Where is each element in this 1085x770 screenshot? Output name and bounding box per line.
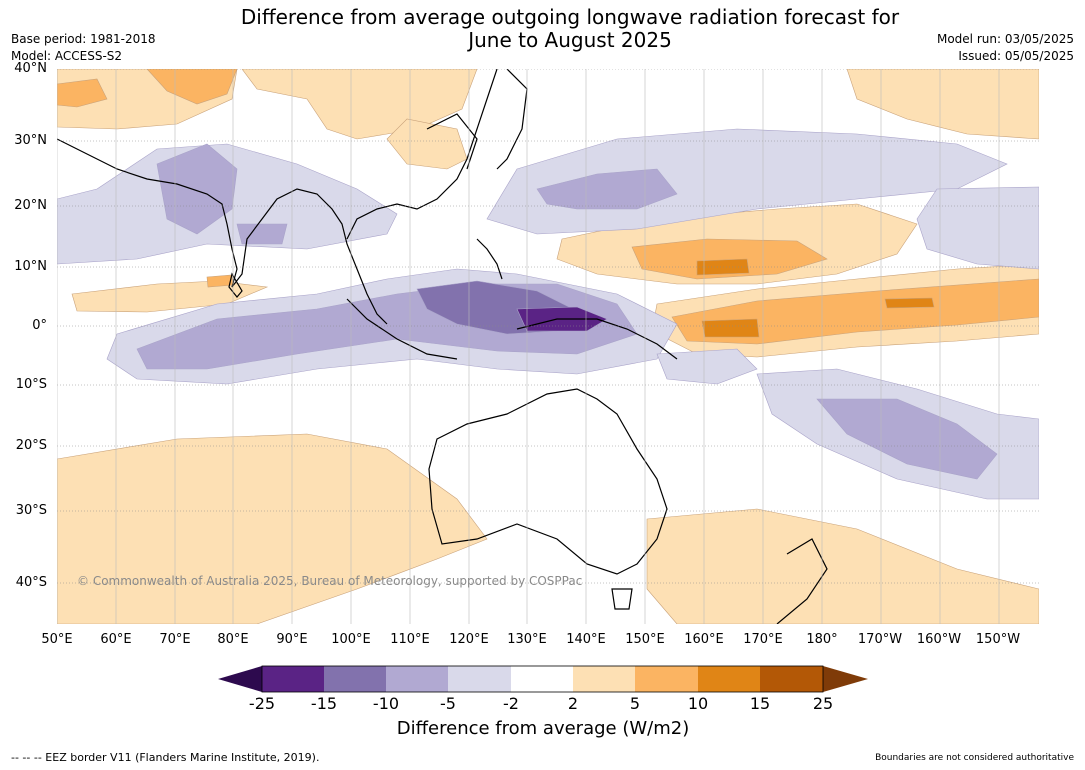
negative-anomaly-fields bbox=[57, 128, 1039, 500]
meta-left: Base period: 1981-2018 Model: ACCESS-S2 bbox=[11, 31, 156, 65]
lat-label-40n: 40°N bbox=[14, 61, 47, 76]
colorbar-segment bbox=[511, 666, 573, 692]
coastlines bbox=[57, 69, 828, 624]
lat-label-0: 0° bbox=[32, 318, 47, 333]
colorbar-tick-label: 15 bbox=[749, 694, 771, 713]
colorbar-extend-low bbox=[218, 666, 262, 692]
lon-label-50e: 50°E bbox=[41, 632, 73, 647]
colorbar-tick-label: -15 bbox=[310, 694, 338, 713]
colorbar bbox=[218, 665, 868, 693]
coastline-south-asia bbox=[57, 138, 388, 325]
colorbar-tick-label: 5 bbox=[629, 694, 641, 713]
lat-label-20n: 20°N bbox=[14, 198, 47, 213]
colorbar-segment bbox=[698, 666, 760, 692]
colorbar-title: Difference from average (W/m2) bbox=[396, 718, 690, 739]
coastline-sumatra-java bbox=[346, 298, 458, 360]
lon-label-100e: 100°E bbox=[331, 632, 371, 647]
lat-label-30n: 30°N bbox=[14, 133, 47, 148]
colorbar-segment bbox=[760, 666, 823, 692]
lat-label-40s: 40°S bbox=[15, 575, 47, 590]
copyright-notice: © Commonwealth of Australia 2025, Bureau… bbox=[77, 574, 583, 588]
model-name: Model: ACCESS-S2 bbox=[11, 49, 123, 63]
lat-label-10n: 10°N bbox=[14, 259, 47, 274]
coastline-new-guinea bbox=[516, 318, 678, 360]
coastline-philippines bbox=[476, 238, 503, 280]
coastline-australia bbox=[428, 388, 668, 575]
lon-label-160w: 160°W bbox=[916, 632, 962, 647]
colorbar-segment bbox=[635, 666, 698, 692]
lon-label-90e: 90°E bbox=[276, 632, 308, 647]
colorbar-tick-label: 10 bbox=[687, 694, 709, 713]
eez-border-note: -- -- -- EEZ border V11 (Flanders Marine… bbox=[11, 751, 320, 764]
map-title-line2: June to August 2025 bbox=[468, 28, 672, 52]
colorbar-tick-label: -5 bbox=[440, 694, 456, 713]
colorbar-segment bbox=[386, 666, 448, 692]
map-graphic bbox=[57, 69, 1039, 624]
coastline-east-asia bbox=[346, 69, 498, 240]
lon-label-150w: 150°W bbox=[975, 632, 1021, 647]
lat-label-20s: 20°S bbox=[15, 438, 47, 453]
colorbar-segment bbox=[573, 666, 635, 692]
map-title-line1: Difference from average outgoing longwav… bbox=[240, 5, 900, 29]
lon-label-120e: 120°E bbox=[449, 632, 489, 647]
lon-label-150e: 150°E bbox=[625, 632, 665, 647]
lon-label-180: 180° bbox=[806, 632, 838, 647]
coastline-japan bbox=[496, 69, 528, 170]
model-run: Model run: 03/05/2025 bbox=[936, 32, 1074, 46]
colorbar-segment bbox=[324, 666, 386, 692]
lon-label-140e: 140°E bbox=[566, 632, 606, 647]
colorbar-segment bbox=[448, 666, 511, 692]
lat-label-30s: 30°S bbox=[15, 503, 47, 518]
lon-label-80e: 80°E bbox=[217, 632, 249, 647]
boundaries-disclaimer: Boundaries are not considered authoritat… bbox=[875, 753, 1074, 763]
lat-label-10s: 10°S bbox=[15, 377, 47, 392]
lon-label-60e: 60°E bbox=[100, 632, 132, 647]
colorbar-segment bbox=[262, 666, 324, 692]
meta-right: Model run: 03/05/2025 Issued: 05/05/2025 bbox=[937, 31, 1074, 65]
colorbar-tick-label: -2 bbox=[503, 694, 519, 713]
olr-anomaly-map bbox=[57, 69, 1039, 624]
positive-anomaly-fields bbox=[57, 69, 1039, 624]
colorbar-extend-high bbox=[823, 666, 868, 692]
colorbar-tick-label: 2 bbox=[567, 694, 579, 713]
issued-date: Issued: 05/05/2025 bbox=[958, 49, 1074, 63]
lon-label-160e: 160°E bbox=[684, 632, 724, 647]
lon-label-110e: 110°E bbox=[390, 632, 430, 647]
lon-label-170w: 170°W bbox=[857, 632, 903, 647]
coastline-tasmania bbox=[611, 588, 633, 610]
lon-label-70e: 70°E bbox=[159, 632, 191, 647]
lon-label-170e: 170°E bbox=[743, 632, 783, 647]
meridians bbox=[57, 69, 1000, 624]
colorbar-tick-label: 25 bbox=[812, 694, 834, 713]
coastline-sri-lanka bbox=[228, 272, 243, 298]
colorbar-tick-label: -10 bbox=[372, 694, 400, 713]
lon-label-130e: 130°E bbox=[507, 632, 547, 647]
colorbar-tick-label: -25 bbox=[248, 694, 276, 713]
coastline-new-zealand bbox=[776, 538, 828, 624]
base-period: Base period: 1981-2018 bbox=[11, 32, 156, 46]
coastline-korea bbox=[426, 113, 478, 170]
